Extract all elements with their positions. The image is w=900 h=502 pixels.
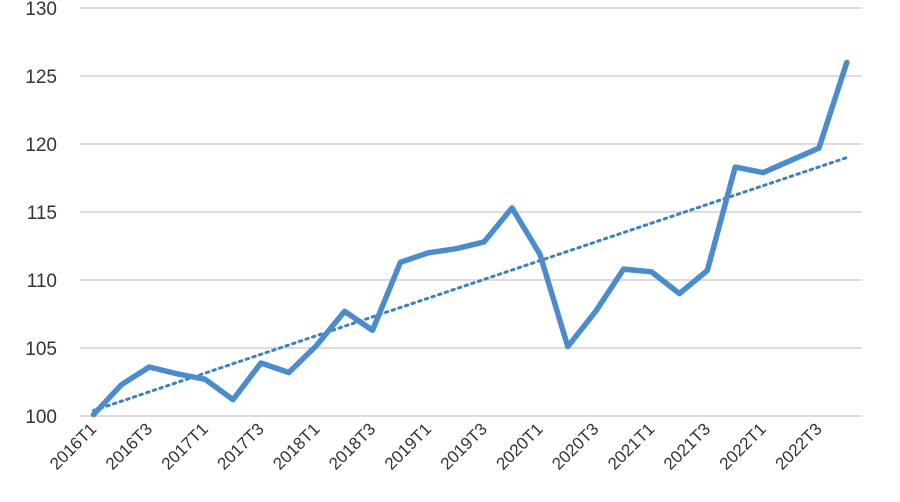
x-tick-label: 2019T3 [437, 419, 491, 473]
y-tick-label: 120 [25, 135, 57, 156]
x-tick-label: 2017T1 [158, 419, 212, 473]
y-tick-label: 130 [25, 0, 57, 20]
x-tick-label: 2019T1 [381, 419, 435, 473]
x-tick-label: 2021T3 [660, 419, 714, 473]
y-tick-label: 125 [25, 67, 57, 88]
x-tick-label: 2021T1 [604, 419, 658, 473]
trendline-path [92, 156, 849, 413]
trendline [92, 156, 849, 413]
series-line-path [90, 59, 850, 418]
series-line [90, 59, 850, 418]
x-tick-label: 2016T3 [102, 419, 156, 473]
x-tick-label: 2017T3 [214, 419, 268, 473]
x-tick-label: 2022T3 [772, 419, 826, 473]
gridlines [80, 7, 862, 417]
x-tick-label: 2020T3 [548, 419, 602, 473]
x-tick-label: 2018T1 [269, 419, 323, 473]
y-tick-label: 115 [27, 203, 57, 224]
x-tick-label: 2020T1 [493, 419, 547, 473]
y-tick-label: 100 [25, 407, 57, 428]
x-tick-label: 2022T1 [716, 419, 770, 473]
x-tick-label: 2018T3 [325, 419, 379, 473]
y-axis-tick-labels: 100 105 110 115 120 125 130 [25, 0, 57, 428]
y-tick-label: 105 [25, 339, 57, 360]
y-tick-label: 110 [27, 271, 57, 292]
x-axis-tick-labels: 2016T1 2016T3 2017T1 2017T3 2018T1 2018T3 2019… [46, 419, 826, 473]
